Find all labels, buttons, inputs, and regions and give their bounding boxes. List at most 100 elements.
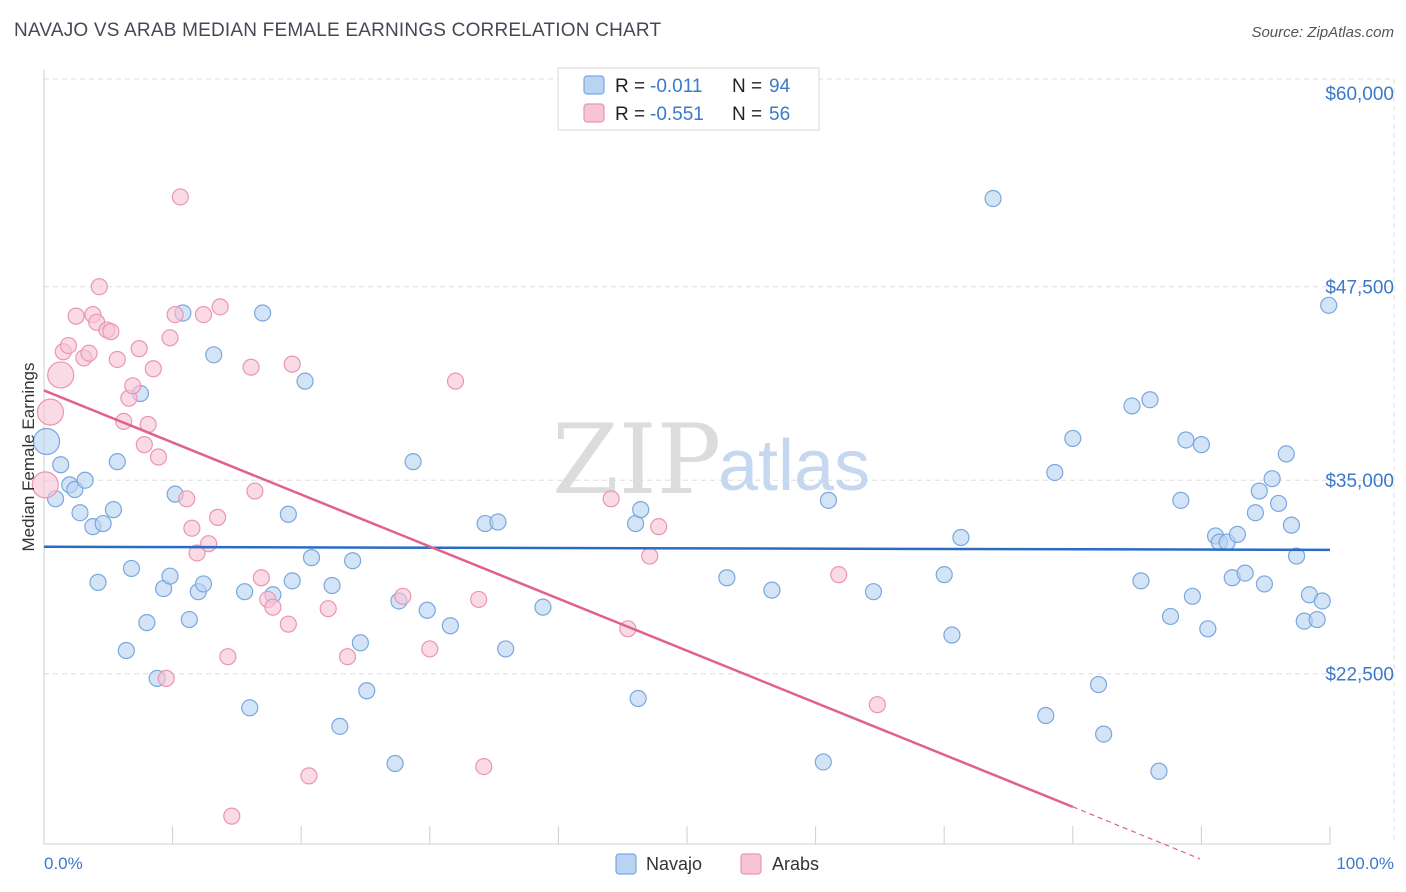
navajo-point — [104, 501, 123, 519]
arabs-point — [130, 340, 148, 358]
arabs-trend-line — [43, 389, 1074, 809]
watermark-zip: ZIP — [552, 404, 721, 516]
navajo-point — [943, 626, 961, 644]
y-tick-label: $47,500 — [1325, 278, 1394, 299]
arabs-point — [59, 336, 78, 355]
navajo-point — [819, 491, 838, 509]
arabs-point — [209, 508, 227, 526]
legend-n-value-navajo: 94 — [769, 76, 791, 97]
arabs-point — [108, 350, 126, 369]
arabs-point — [144, 360, 162, 378]
arabs-point — [67, 307, 85, 325]
navajo-point — [358, 682, 376, 700]
navajo-point — [1236, 564, 1254, 582]
arabs-point — [300, 767, 318, 785]
y-tick-label: $60,000 — [1325, 84, 1394, 105]
arabs-point — [90, 278, 108, 296]
arabs-point — [135, 436, 153, 454]
navajo-point — [1199, 620, 1217, 638]
arabs-point — [149, 448, 168, 466]
navajo-point — [138, 614, 156, 632]
navajo-points — [32, 189, 1338, 780]
navajo-point — [302, 549, 321, 567]
navajo-point — [1320, 296, 1338, 314]
navajo-point — [180, 610, 198, 629]
arabs-point — [223, 807, 241, 825]
arabs-point — [252, 569, 270, 587]
arabs-point — [80, 344, 98, 362]
navajo-point — [71, 504, 89, 522]
legend-r-value-arabs: -0.551 — [650, 104, 704, 125]
arabs-point — [200, 535, 218, 553]
navajo-point — [76, 471, 94, 489]
arabs-point — [394, 587, 412, 605]
arabs-point — [283, 355, 301, 373]
arabs-point — [602, 490, 620, 508]
bottom-legend-swatch-navajo — [615, 853, 637, 875]
navajo-point — [632, 501, 650, 519]
navajo-point — [489, 513, 507, 531]
arabs-point — [166, 305, 184, 324]
arabs-point — [338, 648, 357, 666]
navajo-point — [1095, 725, 1113, 743]
arabs-point — [157, 669, 175, 687]
navajo-point — [1037, 706, 1055, 725]
arabs-point — [171, 188, 189, 206]
navajo-point — [534, 598, 552, 616]
watermark-atlas: atlas — [718, 426, 870, 506]
navajo-point — [441, 617, 459, 635]
navajo-point — [984, 189, 1002, 208]
navajo-point — [241, 699, 259, 717]
navajo-point — [351, 634, 369, 652]
arabs-points — [31, 188, 886, 825]
navajo-point — [1141, 391, 1159, 409]
legend-n-value-arabs: 56 — [769, 104, 790, 125]
navajo-point — [236, 583, 254, 601]
legend-r-label-arabs: R = — [615, 104, 645, 125]
arabs-point — [470, 590, 488, 609]
arabs-point — [264, 598, 282, 616]
navajo-point — [32, 427, 61, 456]
y-tick-labels: $22,500 $35,000 $47,500 $60,000 — [1325, 84, 1394, 685]
navajo-point — [1177, 431, 1195, 449]
bottom-legend: Navajo Arabs — [615, 853, 819, 875]
watermark: ZIP atlas — [552, 404, 870, 516]
navajo-point — [205, 346, 223, 364]
arabs-point — [178, 490, 196, 508]
navajo-point — [89, 573, 107, 591]
navajo-point — [254, 304, 272, 322]
navajo-point — [814, 753, 832, 771]
arabs-point — [641, 547, 659, 565]
navajo-point — [497, 640, 515, 658]
arabs-point — [830, 566, 848, 584]
x-tick-label-min: 0.0% — [44, 854, 83, 873]
navajo-point — [386, 754, 404, 773]
navajo-point — [1150, 762, 1168, 780]
chart-title: NAVAJO VS ARAB MEDIAN FEMALE EARNINGS CO… — [14, 20, 662, 41]
arabs-trend-extension — [1072, 806, 1201, 860]
bottom-legend-swatch-arabs — [740, 853, 762, 875]
arabs-point — [183, 519, 201, 537]
arabs-point — [36, 398, 65, 426]
x-tick-marks — [43, 826, 1331, 844]
navajo-point — [283, 572, 301, 590]
arabs-point — [194, 305, 213, 324]
legend: R = -0.011 N = 94 R = -0.551 N = 56 — [557, 67, 820, 131]
navajo-point — [323, 576, 341, 595]
navajo-point — [1287, 547, 1306, 565]
navajo-point — [1123, 397, 1141, 415]
navajo-point — [1192, 436, 1211, 454]
legend-swatch-navajo — [583, 75, 605, 95]
navajo-point — [1277, 445, 1295, 463]
arabs-point — [242, 358, 260, 376]
navajo-point — [1269, 494, 1288, 513]
navajo-point — [864, 583, 883, 601]
arabs-point — [246, 482, 264, 500]
arabs-point — [211, 298, 229, 316]
navajo-point — [122, 559, 141, 578]
navajo-point — [1246, 504, 1265, 522]
bottom-legend-label-navajo: Navajo — [646, 854, 702, 874]
navajo-point — [296, 372, 314, 390]
arabs-point — [188, 544, 206, 562]
